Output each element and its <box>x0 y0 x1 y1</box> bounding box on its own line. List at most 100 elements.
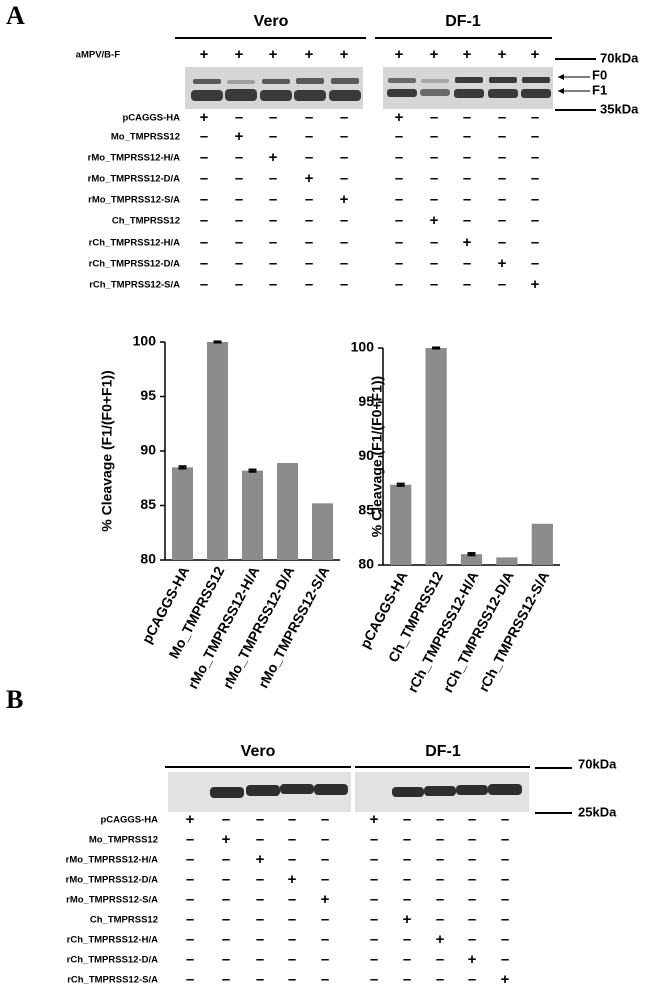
bar <box>425 348 447 565</box>
sign: – <box>430 109 438 126</box>
sign: + <box>235 46 244 63</box>
sign: – <box>288 971 296 988</box>
row-label: rMo_TMPRSS12-H/A <box>88 153 181 164</box>
sign: – <box>321 951 329 968</box>
sign: – <box>403 851 411 868</box>
sign: – <box>430 170 438 187</box>
sign: – <box>498 109 506 126</box>
error-bar <box>213 340 222 344</box>
sign: – <box>321 871 329 888</box>
sign: – <box>531 170 539 187</box>
sign: – <box>321 931 329 948</box>
row-label: rCh_TMPRSS12-S/A <box>89 280 180 291</box>
sign: – <box>340 212 348 229</box>
sign: + <box>340 46 349 63</box>
sign: + <box>269 46 278 63</box>
sign: – <box>200 128 208 145</box>
y-tick-label: 95 <box>358 393 374 409</box>
bar <box>242 470 263 560</box>
sign: – <box>235 276 243 293</box>
arrow <box>558 88 564 94</box>
y-tick-label: 80 <box>358 556 374 572</box>
row-label: Ch_TMPRSS12 <box>90 915 158 926</box>
sign: – <box>498 234 506 251</box>
sign: + <box>430 46 439 63</box>
sign: – <box>235 255 243 272</box>
panel-label: A <box>6 1 25 30</box>
y-axis-label: % Cleavage (F1/(F0+F1)) <box>369 376 385 537</box>
sign: + <box>531 276 540 293</box>
sign: – <box>288 811 296 828</box>
sign: – <box>501 891 509 908</box>
sign: – <box>436 831 444 848</box>
y-axis-label: % Cleavage (F1/(F0+F1)) <box>99 370 115 531</box>
sign: – <box>403 971 411 988</box>
sign: – <box>531 255 539 272</box>
sign: – <box>222 811 230 828</box>
sign: – <box>200 149 208 166</box>
sign: – <box>430 255 438 272</box>
sign: – <box>395 255 403 272</box>
sign: – <box>463 191 471 208</box>
sign: – <box>436 891 444 908</box>
sign: – <box>305 234 313 251</box>
sign: – <box>501 831 509 848</box>
sign: – <box>269 109 277 126</box>
sign: + <box>436 931 445 948</box>
sign: – <box>200 276 208 293</box>
sign: – <box>200 255 208 272</box>
bar <box>207 342 228 560</box>
sign: – <box>498 149 506 166</box>
panel-label: B <box>6 685 23 714</box>
sign: + <box>463 234 472 251</box>
y-tick-label: 95 <box>140 387 156 403</box>
sign: – <box>463 170 471 187</box>
sign: + <box>498 46 507 63</box>
sign: – <box>288 891 296 908</box>
bar <box>531 523 553 565</box>
sign: – <box>186 851 194 868</box>
sign: – <box>288 831 296 848</box>
sign: – <box>269 255 277 272</box>
y-tick-label: 85 <box>140 496 156 512</box>
sign: – <box>186 911 194 928</box>
bar <box>460 554 483 565</box>
sign: – <box>501 911 509 928</box>
sign: + <box>305 170 314 187</box>
sign: – <box>235 109 243 126</box>
sign: – <box>256 811 264 828</box>
sign: + <box>200 109 209 126</box>
band-label: F0 <box>592 67 607 82</box>
sign: – <box>222 891 230 908</box>
sign: – <box>186 871 194 888</box>
sign: – <box>531 212 539 229</box>
y-tick-label: 90 <box>140 442 156 458</box>
sign: – <box>370 911 378 928</box>
sign: – <box>395 212 403 229</box>
sign: – <box>269 212 277 229</box>
sign: – <box>436 971 444 988</box>
y-tick-label: 90 <box>358 447 374 463</box>
sign: – <box>288 931 296 948</box>
sign: – <box>222 931 230 948</box>
row-label: rCh_TMPRSS12-D/A <box>89 259 180 270</box>
error-bar <box>432 346 441 350</box>
sign: – <box>269 170 277 187</box>
sign: – <box>186 971 194 988</box>
sign: – <box>436 951 444 968</box>
sign: – <box>256 951 264 968</box>
error-bar <box>467 552 476 557</box>
row-label: rMo_TMPRSS12-H/A <box>66 855 159 866</box>
row-label: pCAGGS-HA <box>100 815 158 826</box>
sign: – <box>235 234 243 251</box>
sign: – <box>498 128 506 145</box>
sign: – <box>235 149 243 166</box>
sign: – <box>531 149 539 166</box>
bar <box>172 467 193 560</box>
sign: – <box>463 276 471 293</box>
group-label: DF-1 <box>445 13 481 30</box>
sign: – <box>403 871 411 888</box>
sign: + <box>395 46 404 63</box>
sign: – <box>235 191 243 208</box>
